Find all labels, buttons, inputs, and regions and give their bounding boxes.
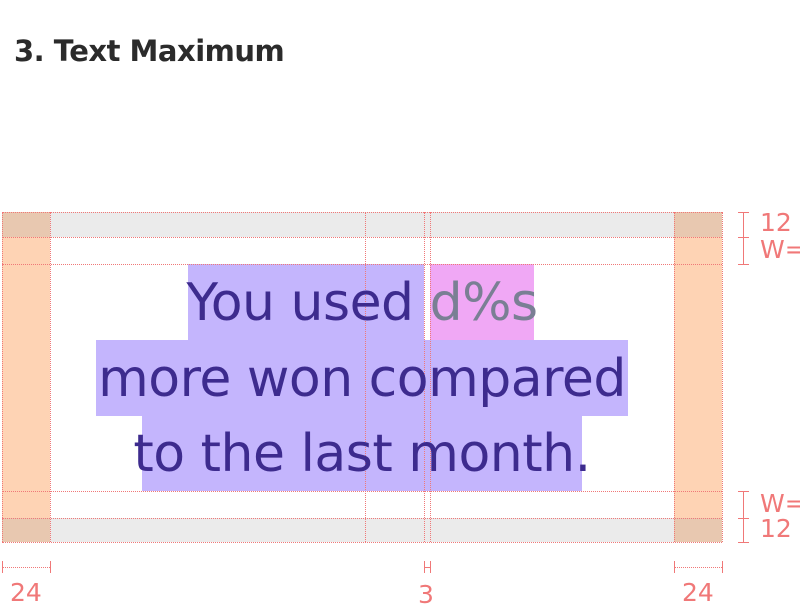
guide-left-margin bbox=[50, 212, 51, 542]
guide-gap-right bbox=[430, 212, 431, 542]
text-highlight-line2 bbox=[96, 340, 628, 416]
text-line-3: to the last month. bbox=[133, 424, 591, 484]
top-padding-label: 12 bbox=[760, 208, 792, 237]
right-top-corner bbox=[674, 212, 722, 237]
guide-center bbox=[365, 212, 366, 542]
variable-highlight bbox=[430, 264, 534, 340]
bottom-gap-label: W= bbox=[760, 489, 800, 518]
guide-gap-left bbox=[424, 212, 425, 542]
guide-top-padding bbox=[2, 237, 722, 238]
section-title: 3. Text Maximum bbox=[14, 34, 285, 68]
bottom-gap-tick bbox=[743, 491, 744, 518]
guide-left-edge bbox=[2, 212, 3, 542]
center-gap-label: 3 bbox=[418, 580, 434, 609]
bottom-padding-label: 12 bbox=[760, 514, 792, 543]
guide-bottom-padding bbox=[2, 518, 722, 519]
right-bottom-corner bbox=[674, 518, 722, 542]
top-gap-tick bbox=[743, 237, 744, 264]
left-margin-measure bbox=[2, 567, 50, 568]
center-gap-cap1 bbox=[424, 561, 425, 573]
top-padding-tick-cap1 bbox=[738, 212, 749, 213]
bottom-padding-area bbox=[2, 518, 722, 542]
top-gap-label: W= bbox=[760, 235, 800, 264]
left-margin-area bbox=[2, 212, 50, 542]
right-margin-area bbox=[674, 212, 722, 542]
left-margin-cap2 bbox=[50, 561, 51, 573]
guide-bottom-edge bbox=[2, 542, 722, 543]
top-padding-area bbox=[2, 212, 722, 237]
right-margin-measure bbox=[674, 567, 722, 568]
guide-right-margin bbox=[674, 212, 675, 542]
guide-top-edge bbox=[2, 212, 722, 213]
left-margin-label: 24 bbox=[10, 578, 42, 607]
bottom-padding-tick-cap bbox=[738, 542, 749, 543]
text-highlight-line3 bbox=[142, 416, 582, 491]
left-bottom-corner bbox=[2, 518, 50, 542]
bottom-gap-tick-cap1 bbox=[738, 491, 749, 492]
guide-text-bottom bbox=[2, 491, 722, 492]
guide-text-top bbox=[2, 264, 722, 265]
left-margin-cap1 bbox=[2, 561, 3, 573]
center-gap-measure bbox=[424, 567, 430, 568]
right-margin-label: 24 bbox=[682, 578, 714, 607]
top-padding-tick bbox=[743, 212, 744, 237]
bottom-padding-tick bbox=[743, 518, 744, 542]
text-variable: d%s bbox=[429, 273, 539, 333]
right-margin-cap1 bbox=[674, 561, 675, 573]
text-line-1: You used d%s bbox=[50, 277, 674, 329]
text-line-1-main: You used bbox=[186, 273, 430, 333]
text-highlight-line1 bbox=[188, 264, 424, 340]
guide-right-edge bbox=[722, 212, 723, 542]
top-gap-tick-cap bbox=[738, 264, 749, 265]
right-margin-cap2 bbox=[722, 561, 723, 573]
text-line-2: more won compared bbox=[98, 349, 626, 409]
left-top-corner bbox=[2, 212, 50, 237]
center-gap-cap2 bbox=[430, 561, 431, 573]
